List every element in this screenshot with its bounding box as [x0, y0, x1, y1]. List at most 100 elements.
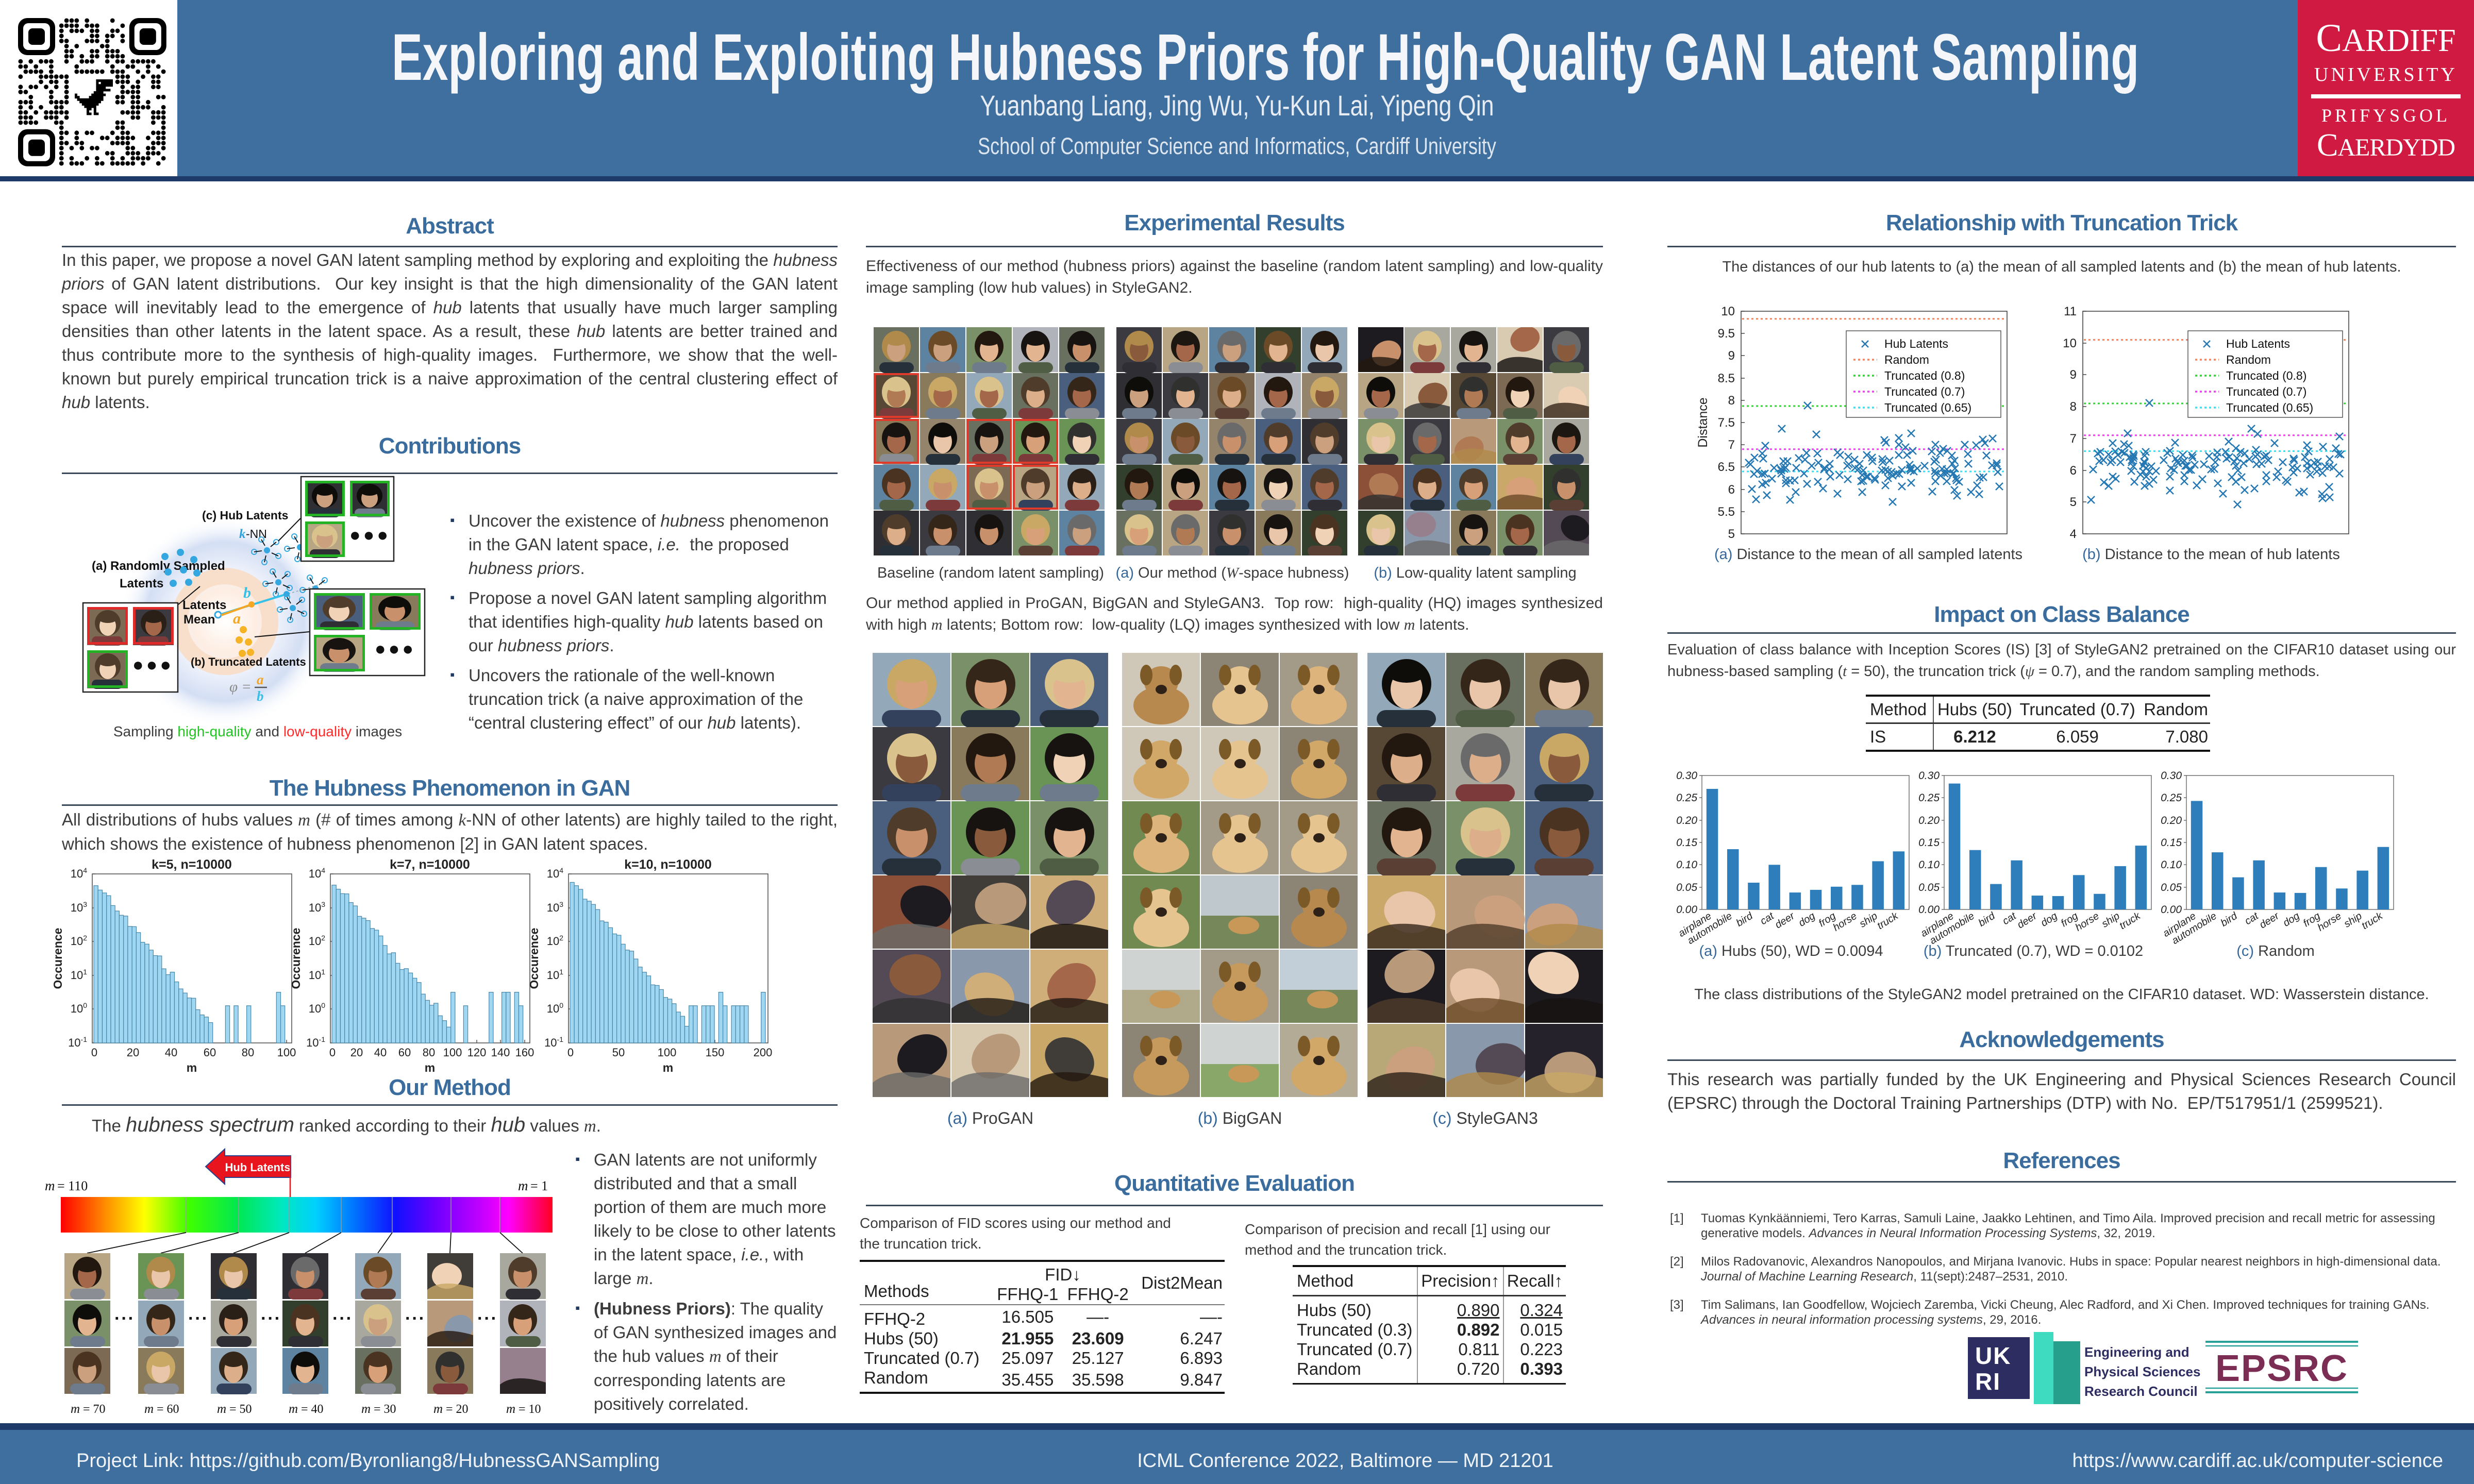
svg-text:0.15: 0.15 — [2161, 837, 2182, 849]
svg-text:0: 0 — [91, 1046, 97, 1059]
svg-text:Mean: Mean — [183, 613, 215, 627]
svg-text:Hub Latents: Hub Latents — [1884, 337, 1948, 350]
svg-text:101: 101 — [309, 968, 325, 982]
svg-text:0.20: 0.20 — [2161, 815, 2182, 827]
svg-text:= 70: = 70 — [83, 1403, 106, 1416]
svg-text:0.25: 0.25 — [2161, 792, 2182, 804]
svg-text:80: 80 — [242, 1046, 254, 1059]
svg-text:ship: ship — [1858, 910, 1880, 930]
svg-text:9: 9 — [1728, 349, 1735, 363]
svg-text:···: ··· — [188, 1309, 209, 1328]
svg-text:80: 80 — [423, 1046, 435, 1059]
svg-text:(a) Randomly Sampled: (a) Randomly Sampled — [92, 559, 225, 573]
svg-text:a: a — [233, 610, 241, 627]
svg-text:Truncated (0.8): Truncated (0.8) — [1884, 369, 1965, 382]
svg-text:= 50: = 50 — [229, 1403, 252, 1416]
svg-text:0.05: 0.05 — [2161, 882, 2182, 893]
svg-text:= 20: = 20 — [446, 1403, 469, 1416]
svg-text:dog: dog — [2281, 910, 2302, 929]
svg-text:deer: deer — [2258, 910, 2282, 931]
svg-text:101: 101 — [547, 968, 563, 982]
svg-text:0.10: 0.10 — [1676, 859, 1697, 871]
svg-text:= 60: = 60 — [157, 1403, 179, 1416]
svg-text:104: 104 — [547, 866, 563, 880]
svg-text:RI: RI — [1975, 1368, 2001, 1395]
svg-text:9: 9 — [2070, 368, 2077, 382]
svg-text:10-1: 10-1 — [68, 1035, 87, 1049]
svg-text:0.00: 0.00 — [1918, 904, 1940, 916]
svg-text:Distance: Distance — [1697, 397, 1710, 447]
svg-text:8: 8 — [1728, 394, 1735, 408]
svg-text:8.5: 8.5 — [1718, 372, 1735, 385]
svg-text:40: 40 — [374, 1046, 387, 1059]
svg-text:deer: deer — [1773, 910, 1797, 931]
svg-text:truck: truck — [1875, 910, 1900, 932]
svg-text:m: m — [663, 1061, 673, 1074]
svg-text:160: 160 — [515, 1046, 534, 1059]
svg-text:104: 104 — [309, 866, 325, 880]
svg-text:0.05: 0.05 — [1918, 882, 1940, 893]
svg-text:●●●: ●●● — [132, 654, 174, 675]
svg-text:bird: bird — [1734, 910, 1756, 929]
svg-text:10: 10 — [2063, 336, 2077, 350]
svg-text:5.5: 5.5 — [1718, 505, 1735, 519]
svg-text:103: 103 — [71, 900, 87, 914]
svg-text:(c) Hub Latents: (c) Hub Latents — [202, 509, 288, 522]
svg-text:Physical Sciences: Physical Sciences — [2084, 1364, 2200, 1379]
svg-text:20: 20 — [127, 1046, 139, 1059]
svg-text:0.10: 0.10 — [2161, 859, 2182, 871]
svg-text:4: 4 — [2070, 527, 2077, 541]
svg-text:Truncated (0.8): Truncated (0.8) — [2226, 369, 2306, 382]
svg-text:b: b — [257, 688, 264, 704]
svg-text:101: 101 — [71, 968, 87, 982]
svg-text:0.00: 0.00 — [2161, 904, 2182, 916]
svg-text:m: m — [433, 1402, 443, 1416]
svg-text:10-1: 10-1 — [544, 1035, 563, 1049]
svg-text:102: 102 — [71, 934, 87, 948]
svg-text:100: 100 — [71, 1001, 87, 1015]
svg-text:(b) Truncated Latents: (b) Truncated Latents — [191, 655, 306, 668]
svg-text:0.15: 0.15 — [1676, 837, 1697, 849]
svg-text:= 10: = 10 — [519, 1403, 541, 1416]
svg-text:0.20: 0.20 — [1918, 815, 1940, 827]
svg-text:truck: truck — [2360, 910, 2385, 932]
svg-text:102: 102 — [547, 934, 563, 948]
svg-text:100: 100 — [443, 1046, 462, 1059]
svg-text:Truncated (0.65): Truncated (0.65) — [2226, 401, 2313, 414]
svg-text:m: m — [217, 1402, 226, 1416]
svg-text:Truncated (0.7): Truncated (0.7) — [2226, 385, 2306, 398]
svg-text:m: m — [506, 1402, 515, 1416]
svg-text:103: 103 — [309, 900, 325, 914]
svg-text:0.30: 0.30 — [1918, 770, 1940, 782]
svg-text:cat: cat — [1758, 910, 1777, 927]
svg-text:···: ··· — [332, 1309, 353, 1328]
svg-text:200: 200 — [754, 1046, 772, 1059]
svg-text:= 40: = 40 — [301, 1403, 324, 1416]
svg-text:120: 120 — [467, 1046, 487, 1059]
svg-text:bird: bird — [1977, 910, 1998, 929]
svg-text:horse: horse — [2074, 910, 2101, 934]
svg-text:b: b — [243, 584, 251, 601]
svg-text:···: ··· — [477, 1309, 498, 1328]
svg-text:0: 0 — [329, 1046, 336, 1059]
svg-text:k=5, n=10000: k=5, n=10000 — [152, 859, 232, 872]
svg-text:m: m — [45, 1178, 55, 1193]
svg-text:Latents: Latents — [120, 577, 163, 591]
svg-text:7: 7 — [2070, 432, 2077, 446]
svg-text:10-1: 10-1 — [306, 1035, 325, 1049]
svg-text:m: m — [144, 1402, 154, 1416]
svg-text:140: 140 — [491, 1046, 510, 1059]
svg-text:20: 20 — [350, 1046, 363, 1059]
svg-text:horse: horse — [1831, 910, 1859, 934]
svg-text:60: 60 — [398, 1046, 411, 1059]
svg-text:60: 60 — [204, 1046, 216, 1059]
svg-text:7: 7 — [1728, 438, 1735, 452]
svg-text:8: 8 — [2070, 400, 2077, 414]
svg-text:φ =: φ = — [229, 679, 252, 695]
svg-text:6.5: 6.5 — [1718, 460, 1735, 474]
svg-text:···: ··· — [405, 1309, 426, 1328]
svg-text:a: a — [257, 672, 264, 687]
svg-text:···: ··· — [261, 1309, 281, 1328]
svg-text:100: 100 — [658, 1046, 677, 1059]
svg-text:= 1: = 1 — [530, 1178, 548, 1193]
